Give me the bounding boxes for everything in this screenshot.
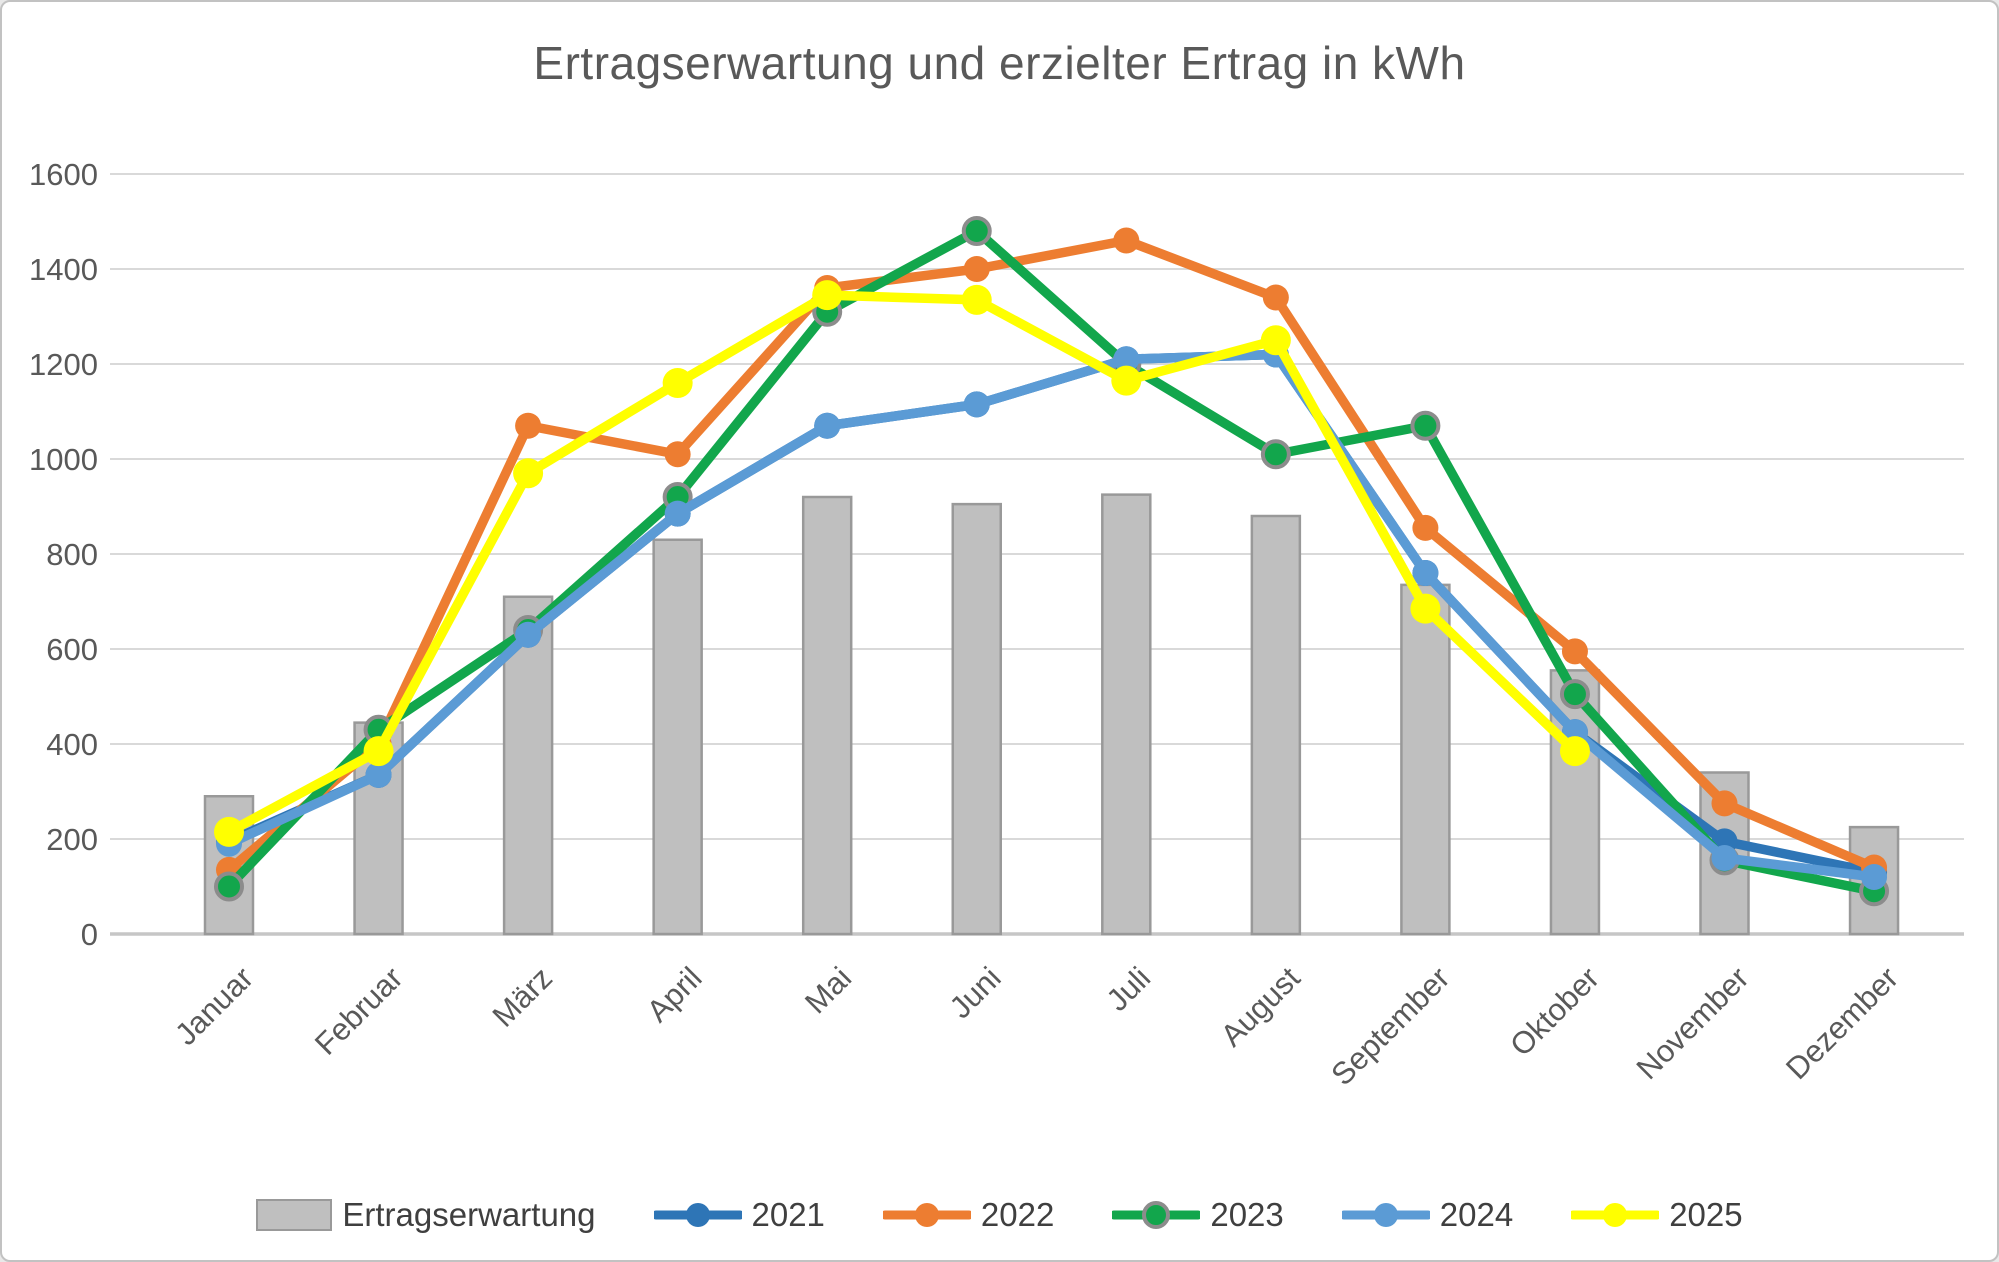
legend-swatch-2023 bbox=[1112, 1201, 1201, 1229]
legend-item-2021: 2021 bbox=[653, 1196, 825, 1234]
y-tick-label-1600: 1600 bbox=[29, 157, 98, 192]
marker-2022-april bbox=[664, 441, 691, 468]
legend-swatch-bar bbox=[256, 1199, 333, 1231]
legend-label-2021: 2021 bbox=[751, 1196, 825, 1233]
x-tick-label-mai: Mai bbox=[798, 960, 858, 1020]
marker-2025-märz bbox=[513, 458, 544, 489]
x-tick-label-september: September bbox=[1324, 960, 1456, 1092]
marker-2025-februar bbox=[363, 736, 394, 767]
bar-april bbox=[652, 538, 703, 936]
marker-2024-juli bbox=[1113, 346, 1140, 373]
legend-item-2023: 2023 bbox=[1112, 1196, 1284, 1234]
marker-2023-oktober bbox=[1559, 679, 1590, 710]
marker-2025-mai bbox=[812, 280, 843, 311]
marker-2023-september bbox=[1410, 410, 1441, 441]
legend-swatch-2024 bbox=[1341, 1203, 1430, 1227]
y-tick-label-400: 400 bbox=[46, 727, 98, 762]
marker-2022-juni bbox=[963, 256, 990, 282]
x-tick-label-oktober: Oktober bbox=[1503, 960, 1606, 1063]
marker-2025-april bbox=[662, 368, 693, 398]
legend-label-2025: 2025 bbox=[1669, 1196, 1743, 1233]
legend-label-ertragserwartung: Ertragserwartung bbox=[342, 1196, 596, 1233]
y-tick-label-800: 800 bbox=[46, 537, 98, 572]
marker-2024-april bbox=[664, 500, 691, 527]
marker-2024-juni bbox=[963, 391, 990, 418]
y-tick-label-0: 0 bbox=[81, 917, 98, 952]
bar-august bbox=[1250, 514, 1302, 936]
marker-2024-november bbox=[1711, 845, 1738, 871]
y-tick-label-600: 600 bbox=[46, 632, 98, 667]
legend-swatch-2025 bbox=[1571, 1203, 1660, 1227]
marker-2024-februar bbox=[365, 761, 392, 788]
legend-item-2022: 2022 bbox=[882, 1196, 1055, 1234]
series-line-2022 bbox=[224, 235, 1879, 875]
marker-2025-september bbox=[1410, 593, 1441, 624]
marker-2023-juni bbox=[961, 216, 992, 246]
legend-swatch-2021 bbox=[653, 1203, 742, 1227]
y-tick-label-1400: 1400 bbox=[29, 252, 98, 287]
bar-mai bbox=[801, 495, 853, 936]
bar-juli bbox=[1101, 493, 1152, 936]
legend-swatch-2022 bbox=[882, 1203, 971, 1227]
legend-item-ertragserwartung: Ertragserwartung bbox=[256, 1196, 596, 1234]
chart-legend: Ertragserwartung 2021 2022 2023 2024 2025 bbox=[2, 1196, 1997, 1234]
x-tick-label-februar: Februar bbox=[308, 960, 410, 1062]
series-line-2023 bbox=[224, 226, 1879, 896]
marker-2025-januar bbox=[214, 816, 244, 847]
series-line-2025 bbox=[224, 290, 1580, 837]
chart-canvas: 0 200 400 600 800 1000 1200 1400 1600 Januar Febru… bbox=[29, 157, 1964, 1092]
x-tick-label-november: November bbox=[1630, 960, 1756, 1086]
marker-2023-august bbox=[1260, 439, 1291, 470]
marker-2022-märz bbox=[515, 412, 542, 439]
legend-label-2023: 2023 bbox=[1210, 1196, 1284, 1233]
legend-item-2025: 2025 bbox=[1571, 1196, 1743, 1234]
marker-2022-september bbox=[1412, 514, 1439, 541]
x-tick-label-märz: März bbox=[486, 960, 559, 1033]
marker-2024-märz bbox=[515, 621, 542, 648]
series-line-2021 bbox=[224, 349, 1879, 877]
x-tick-label-april: April bbox=[640, 960, 709, 1029]
marker-2022-november bbox=[1711, 790, 1738, 817]
marker-2022-oktober bbox=[1561, 638, 1588, 665]
x-tick-label-dezember: Dezember bbox=[1779, 960, 1905, 1086]
marker-2025-august bbox=[1260, 325, 1291, 356]
marker-2024-mai bbox=[814, 412, 841, 439]
marker-2025-oktober bbox=[1559, 736, 1590, 767]
chart-title: Ertragserwartung und erzielter Ertrag in… bbox=[533, 37, 1466, 89]
x-tick-label-juni: Juni bbox=[943, 960, 1008, 1025]
y-tick-label-1000: 1000 bbox=[29, 442, 98, 477]
x-tick-label-juli: Juli bbox=[1100, 960, 1158, 1018]
x-tick-label-august: August bbox=[1214, 960, 1307, 1053]
bar-juni bbox=[951, 502, 1002, 936]
marker-2022-juli bbox=[1113, 227, 1140, 254]
series-line-2024 bbox=[224, 349, 1879, 882]
marker-2024-september bbox=[1412, 560, 1439, 586]
y-tick-label-1200: 1200 bbox=[29, 347, 98, 382]
marker-2025-juni bbox=[961, 284, 992, 315]
legend-label-2024: 2024 bbox=[1439, 1196, 1514, 1233]
marker-2024-dezember bbox=[1861, 864, 1888, 890]
legend-item-2024: 2024 bbox=[1341, 1196, 1514, 1234]
legend-label-2022: 2022 bbox=[980, 1196, 1055, 1233]
y-tick-label-200: 200 bbox=[46, 822, 98, 857]
marker-2025-juli bbox=[1111, 365, 1142, 396]
x-tick-label-januar: Januar bbox=[168, 960, 260, 1052]
marker-2023-januar bbox=[214, 871, 244, 902]
bar-september bbox=[1400, 583, 1451, 936]
marker-2022-august bbox=[1262, 284, 1289, 311]
